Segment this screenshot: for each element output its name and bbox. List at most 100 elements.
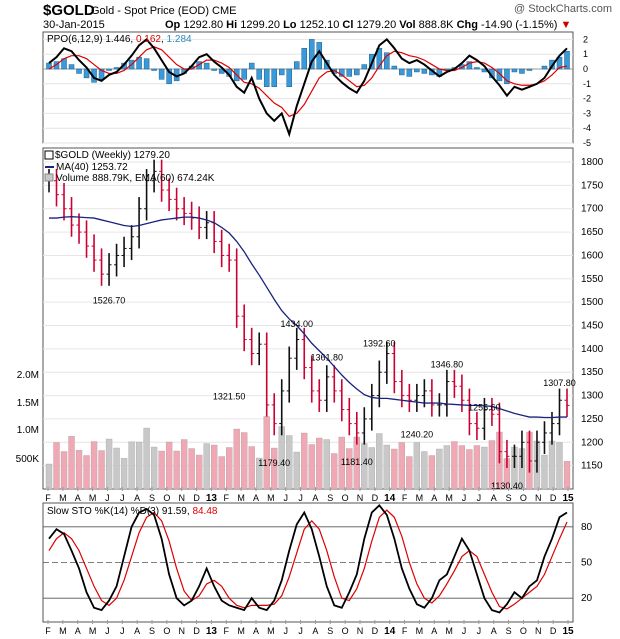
x-tick-label: M (445, 626, 453, 636)
x-tick-label: J (283, 626, 288, 636)
x-tick-label: N (535, 493, 542, 503)
x-tick-label: A (253, 493, 259, 503)
ppo-histogram-bar (309, 39, 315, 70)
ppo-tick-label: -1 (583, 79, 591, 89)
price-tick-label: 1200 (581, 437, 604, 448)
change-label: Chg (456, 19, 478, 31)
price-panel: 1800175017001650160015501500145014001350… (16, 147, 604, 504)
x-tick-label: F (402, 626, 408, 636)
x-tick-label: A (134, 493, 140, 503)
close-value: 1279.20 (356, 19, 397, 31)
volume-bar (391, 448, 398, 490)
x-tick-label: S (149, 493, 155, 503)
ppo-histogram-bar (391, 65, 398, 70)
price-tick-label: 1600 (581, 250, 604, 261)
price-annotation: 1255.60 (468, 402, 501, 412)
x-tick-label: O (520, 626, 527, 636)
volume-bar (293, 451, 300, 490)
volume-bar (180, 439, 188, 490)
volume-bar (105, 438, 113, 490)
x-tick-label: J (105, 626, 110, 636)
ppo-sep: , (161, 34, 167, 45)
volume-bar (150, 446, 158, 490)
price-tick-label: 1400 (581, 344, 604, 355)
volume-bar (481, 446, 488, 490)
ppo-histogram-bar (113, 67, 120, 70)
price-annotation: 1361.80 (310, 353, 343, 363)
price-annotation: 1307.80 (543, 378, 576, 388)
ppo-tick-label: -4 (583, 123, 591, 133)
sto-d-line (48, 509, 568, 610)
x-tick-label: O (342, 493, 349, 503)
volume-legend-swatch (44, 173, 54, 182)
ppo-signal-value: 0.162 (136, 34, 161, 45)
quote-date: 30-Jan-2015 (43, 19, 105, 31)
x-tick-label: J (105, 493, 110, 503)
x-tick-label: M (89, 626, 97, 636)
volume-bar (128, 441, 135, 490)
x-tick-label: F (224, 626, 230, 636)
volume-bar (165, 441, 173, 490)
x-tick-label: A (491, 493, 497, 503)
ma-legend-label: MA(40) (56, 162, 92, 173)
x-tick-label: S (506, 626, 512, 636)
ppo-histogram-bar (68, 64, 75, 70)
volume-bar (376, 433, 383, 490)
volume-bar (143, 427, 150, 490)
x-tick-label: A (134, 626, 140, 636)
volume-bar (316, 437, 323, 490)
x-tick-label: D (193, 626, 200, 636)
ppo-tick-label: -2 (583, 94, 591, 104)
x-tick-label: M (59, 626, 67, 636)
sto-tick-label: 80 (581, 522, 593, 533)
x-tick-label: J (477, 626, 482, 636)
x-tick-label: O (520, 493, 527, 503)
x-tick-label: J (298, 626, 303, 636)
x-tick-label: O (163, 626, 170, 636)
volume-bar (256, 457, 263, 490)
volume-bar (68, 436, 75, 490)
volume-bar (541, 454, 548, 490)
volume-value: 888.8K (418, 19, 454, 31)
price-legend-last: 1279.20 (134, 150, 171, 161)
x-tick-label: D (372, 626, 379, 636)
volume-bar (563, 461, 571, 490)
ppo-histogram-bar (263, 68, 270, 88)
price-legend: $GOLD (Weekly) 1279.20 (55, 150, 170, 161)
change-value: -14.90 (-1.15%) (481, 19, 558, 31)
x-tick-label: M (59, 493, 67, 503)
volume-bar (398, 442, 405, 490)
volume-bar (53, 442, 60, 490)
ppo-histogram-bar (166, 68, 172, 85)
volume-bar (308, 444, 315, 490)
volume-bar (338, 436, 345, 490)
ppo-tick-label: 1 (583, 49, 588, 59)
ppo-panel: 2 1 0 -1 -2 -3 -4 -5 PPO(6,12,9) 1.446, 0.162, 1… (42, 31, 591, 148)
ppo-histogram-bar (519, 68, 525, 74)
price-annotation: 1181.40 (341, 457, 373, 467)
volume-bar (233, 428, 240, 490)
ppo-histogram-bar (346, 68, 353, 77)
price-annotation: 1434.00 (280, 319, 313, 329)
x-tick-label: D (372, 493, 379, 503)
ppo-histogram-bar (301, 48, 307, 70)
volume-bar (226, 447, 233, 490)
ppo-histogram-bar (211, 68, 217, 71)
ppo-value: 1.446, (105, 34, 136, 45)
ppo-histogram-bar (293, 61, 300, 70)
ppo-histogram-bar (361, 64, 368, 70)
volume-bar (271, 447, 278, 490)
price-tick-label: 1750 (581, 180, 604, 191)
x-tick-label: A (75, 493, 81, 503)
ppo-histogram-bar (143, 58, 150, 70)
x-tick-label: F (45, 493, 51, 503)
ppo-tick-label: 0 (583, 64, 588, 74)
volume-bar (473, 445, 481, 490)
ppo-histogram-bar (271, 68, 277, 88)
x-tick-label: J (120, 626, 125, 636)
price-annotation: 1179.40 (258, 458, 290, 468)
ppo-histogram-bar (278, 68, 285, 76)
volume-bar (323, 439, 330, 490)
volume-bar (301, 432, 308, 490)
x-tick-label: J (477, 493, 482, 503)
